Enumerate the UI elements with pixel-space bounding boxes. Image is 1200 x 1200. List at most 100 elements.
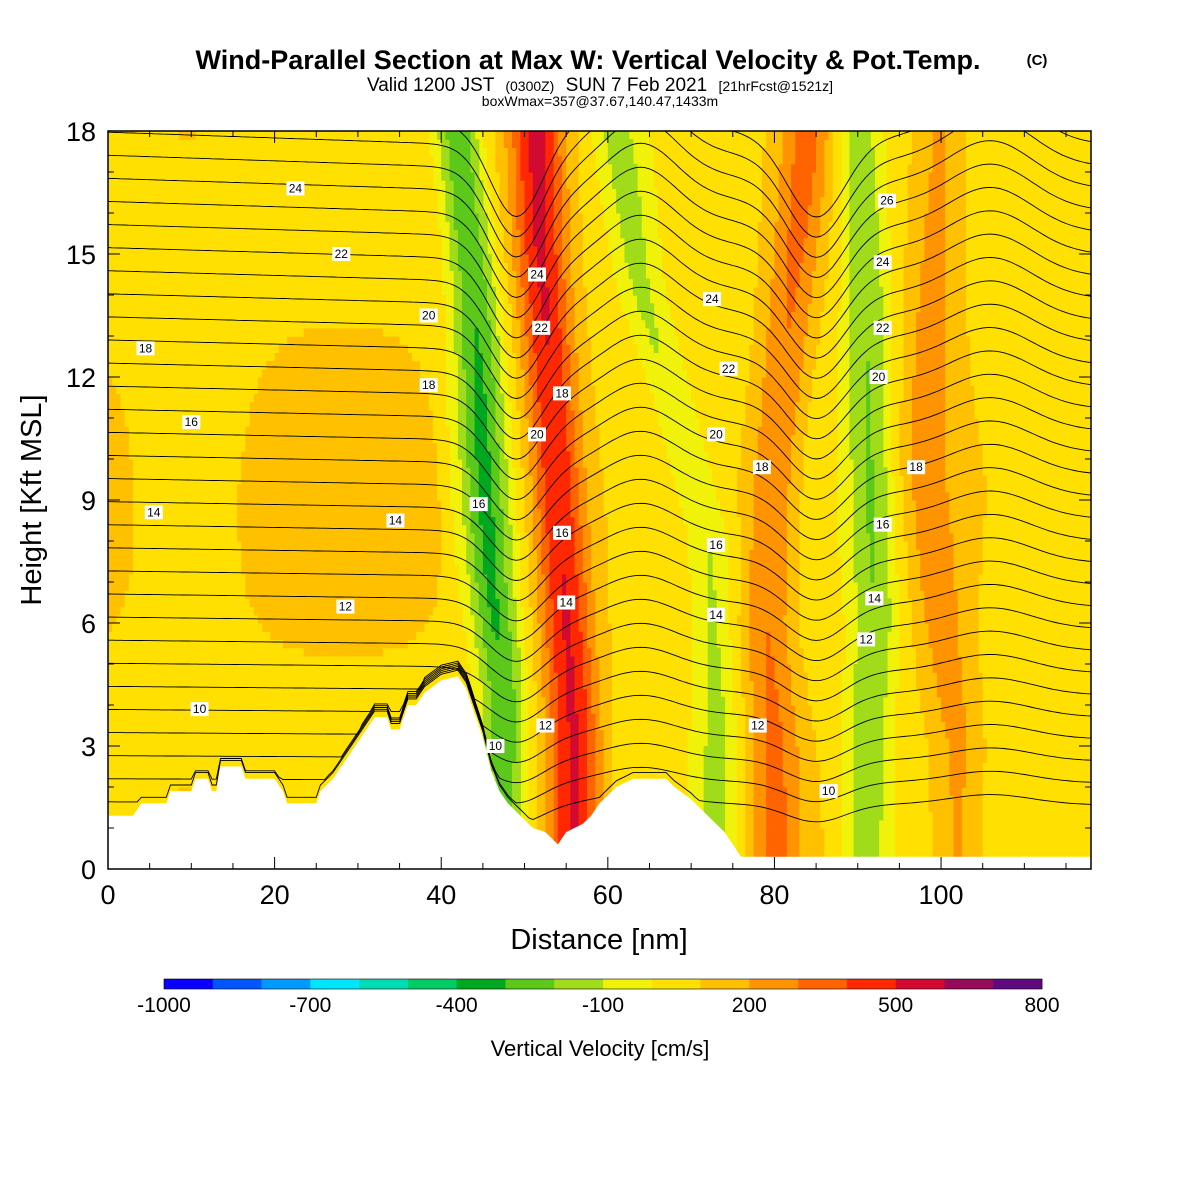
velocity-cell <box>866 426 871 435</box>
velocity-cell <box>966 729 984 739</box>
velocity-cell <box>578 729 588 739</box>
velocity-cell <box>945 303 967 312</box>
velocity-cell <box>766 762 784 772</box>
velocity-cell <box>108 647 305 657</box>
velocity-cell <box>891 262 905 271</box>
velocity-cell <box>886 147 913 157</box>
velocity-cell <box>895 819 934 829</box>
velocity-cell <box>566 286 576 296</box>
velocity-cell <box>903 262 921 271</box>
velocity-cell <box>507 377 517 386</box>
theta-contour-label-text: 16 <box>185 415 199 429</box>
velocity-cell <box>582 221 605 230</box>
velocity-cell <box>911 483 946 493</box>
velocity-cell <box>437 582 459 591</box>
theta-contour-line <box>108 334 1091 440</box>
velocity-cell <box>420 360 446 370</box>
velocity-cell <box>132 483 238 493</box>
velocity-cell <box>570 614 580 624</box>
velocity-cell <box>612 729 688 739</box>
theta-contour-label-text: 22 <box>876 321 890 335</box>
velocity-cell <box>562 229 571 239</box>
velocity-cell <box>462 491 471 501</box>
velocity-cell <box>553 746 559 755</box>
velocity-cell <box>570 778 580 788</box>
velocity-cell <box>816 360 838 370</box>
velocity-cell <box>799 844 826 854</box>
velocity-cell <box>799 787 821 796</box>
velocity-cell <box>507 360 517 370</box>
velocity-cell <box>491 188 501 198</box>
velocity-cell <box>728 557 742 567</box>
velocity-cell <box>791 459 805 468</box>
velocity-cell <box>553 778 559 788</box>
velocity-cell <box>966 204 1091 214</box>
velocity-cell <box>799 541 838 550</box>
velocity-cell <box>587 303 621 312</box>
velocity-cell <box>512 442 521 452</box>
velocity-cell <box>899 655 917 665</box>
velocity-cell <box>282 639 409 649</box>
velocity-cell <box>853 475 867 485</box>
velocity-cell <box>528 688 538 698</box>
velocity-cell <box>828 221 842 230</box>
velocity-cell <box>745 811 755 821</box>
velocity-cell <box>195 131 430 140</box>
velocity-cell <box>503 131 513 140</box>
velocity-cell <box>449 254 459 263</box>
velocity-cell <box>786 245 805 255</box>
velocity-cell <box>920 705 942 714</box>
velocity-cell <box>570 737 580 747</box>
velocity-cell <box>557 754 571 763</box>
velocity-cell <box>741 532 755 542</box>
velocity-cell <box>866 360 871 370</box>
velocity-cell <box>441 532 455 542</box>
velocity-cell <box>707 459 742 468</box>
velocity-cell <box>753 500 788 509</box>
velocity-cell <box>549 336 563 345</box>
velocity-cell <box>541 524 546 534</box>
velocity-cell <box>574 442 584 452</box>
velocity-cell <box>570 729 580 739</box>
velocity-cell <box>745 795 755 804</box>
velocity-cell <box>828 237 842 247</box>
velocity-cell <box>245 426 434 435</box>
velocity-cell <box>966 254 1091 263</box>
velocity-cell <box>820 213 834 222</box>
velocity-cell <box>474 327 480 337</box>
velocity-cell <box>607 565 688 575</box>
velocity-cell <box>816 163 826 173</box>
velocity-cell <box>470 163 480 173</box>
velocity-cell <box>903 516 917 526</box>
velocity-cell <box>778 204 792 214</box>
velocity-cell <box>857 623 892 632</box>
velocity-cell <box>703 746 726 755</box>
theta-contour-label: 24 <box>528 267 546 282</box>
velocity-cell <box>503 254 513 263</box>
velocity-cell <box>545 754 555 763</box>
velocity-cell <box>786 828 801 837</box>
velocity-cell <box>774 270 788 280</box>
velocity-cell <box>537 803 546 813</box>
theta-contour-label: 24 <box>286 181 305 196</box>
velocity-cell <box>966 770 984 780</box>
velocity-cell <box>570 221 584 230</box>
velocity-cell <box>853 680 888 690</box>
velocity-cell <box>612 770 688 780</box>
velocity-cell <box>903 475 913 485</box>
velocity-cell <box>578 204 605 214</box>
velocity-cell <box>520 459 530 468</box>
velocity-cell <box>707 680 721 690</box>
velocity-cell <box>612 696 692 706</box>
velocity-cell <box>570 360 580 370</box>
velocity-cell <box>108 262 442 271</box>
velocity-cell <box>566 139 580 148</box>
velocity-cell <box>562 188 571 198</box>
velocity-cell <box>507 278 517 288</box>
velocity-cell <box>487 303 496 312</box>
velocity-cell <box>612 664 692 673</box>
velocity-cell <box>799 828 826 837</box>
velocity-cell <box>578 188 601 198</box>
velocity-cell <box>945 344 971 353</box>
velocity-cell <box>757 229 776 239</box>
